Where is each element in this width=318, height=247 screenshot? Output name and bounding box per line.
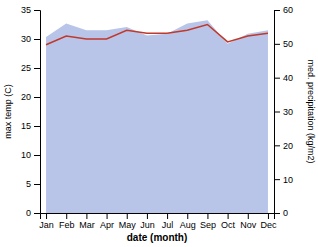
tick-label: Mar (79, 220, 95, 230)
tick-mark (34, 126, 40, 127)
tick: Mar (79, 213, 95, 230)
tick-mark (34, 155, 40, 156)
tick-label: 40 (283, 73, 293, 83)
tick-label: 20 (283, 141, 293, 151)
tick-mark (147, 213, 148, 219)
tick-mark (274, 112, 280, 113)
tick-label: 25 (21, 63, 31, 73)
marks (46, 20, 268, 213)
tick: Oct (221, 213, 236, 230)
tick-mark (248, 213, 249, 219)
tick-mark (34, 97, 40, 98)
chart: Jan Feb Mar Apr MayJun Jul Aug Sep Oct NovDec 0 5 10… (0, 0, 318, 247)
tick-mark (187, 213, 188, 219)
tick-mark (274, 179, 280, 180)
tick: Dec (260, 213, 277, 230)
tick-mark (107, 213, 108, 219)
tick-mark (228, 213, 229, 219)
tick-label: Oct (221, 220, 236, 230)
y-axis-line (34, 11, 41, 214)
tick-label: Aug (180, 220, 196, 230)
tick-label: 35 (21, 5, 31, 15)
tick: Jun (140, 213, 155, 230)
area (46, 20, 268, 213)
tick-mark (34, 213, 40, 214)
tick-label: 30 (21, 34, 31, 44)
tick-mark (34, 10, 40, 11)
tick-mark (34, 184, 40, 185)
tick-label: 10 (21, 150, 31, 160)
tick-label: 0 (26, 208, 31, 218)
y2-axis-title: med. precipitation (kg/m2) (306, 59, 316, 163)
y2-axis: 0 10 20 30 40 50 60 (274, 5, 293, 218)
tick: 10 (21, 150, 40, 160)
tick: Jul (162, 213, 174, 230)
tick: 10 (274, 175, 293, 185)
tick-label: 15 (21, 121, 31, 131)
tick-mark (34, 68, 40, 69)
tick-label: Dec (260, 220, 277, 230)
x-axis: Jan Feb Mar Apr MayJun Jul Aug Sep Oct NovDec (39, 213, 277, 230)
tick-mark (274, 10, 280, 11)
tick: 20 (274, 141, 293, 151)
tick-label: Jun (140, 220, 155, 230)
tick-label: Sep (200, 220, 216, 230)
tick-label: Apr (100, 220, 114, 230)
tick: 60 (274, 5, 293, 15)
tick-label: 5 (26, 179, 31, 189)
tick-label: May (119, 220, 137, 230)
y2-axis-line (275, 11, 281, 214)
tick-label: 20 (21, 92, 31, 102)
tick: 30 (21, 34, 40, 44)
tick-label: Jul (162, 220, 174, 230)
tick-mark (274, 78, 280, 79)
tick-mark (167, 213, 168, 219)
tick: 35 (21, 5, 40, 15)
tick-label: Feb (59, 220, 75, 230)
tick: 5 (26, 179, 40, 189)
tick: Feb (59, 213, 75, 230)
tick-mark (34, 39, 40, 40)
tick: Sep (200, 213, 216, 230)
tick-mark (46, 213, 47, 219)
tick-label: Nov (240, 220, 257, 230)
tick: 25 (21, 63, 40, 73)
tick-label: 10 (283, 175, 293, 185)
tick-label: 60 (283, 5, 293, 15)
tick: 0 (26, 208, 40, 218)
tick: Nov (240, 213, 257, 230)
tick: Apr (100, 213, 114, 230)
tick-label: 0 (283, 208, 288, 218)
tick: Jan (39, 213, 54, 230)
tick-label: 30 (283, 107, 293, 117)
line (46, 25, 268, 45)
tick: 30 (274, 107, 293, 117)
tick: Aug (180, 213, 196, 230)
tick: 0 (274, 208, 288, 218)
tick: May (119, 213, 137, 230)
tick-label: Jan (39, 220, 54, 230)
tick-mark (268, 213, 269, 219)
x-axis-line (41, 214, 275, 220)
tick: 15 (21, 121, 40, 131)
tick: 40 (274, 73, 293, 83)
tick-mark (274, 145, 280, 146)
tick-mark (86, 213, 87, 219)
tick: 20 (21, 92, 40, 102)
tick: 50 (274, 39, 293, 49)
y-axis-title: max temp (C) (3, 84, 13, 139)
tick-mark (274, 44, 280, 45)
tick-label: 50 (283, 39, 293, 49)
plot: Jan Feb Mar Apr MayJun Jul Aug Sep Oct NovDec 0 5 10… (21, 5, 293, 230)
tick-mark (127, 213, 128, 219)
tick-mark (274, 213, 280, 214)
tick-mark (207, 213, 208, 219)
x-axis-title: date (month) (127, 232, 188, 243)
tick-mark (66, 213, 67, 219)
y-axis: 0 5 10 15 20 25 30 35 (21, 5, 41, 218)
